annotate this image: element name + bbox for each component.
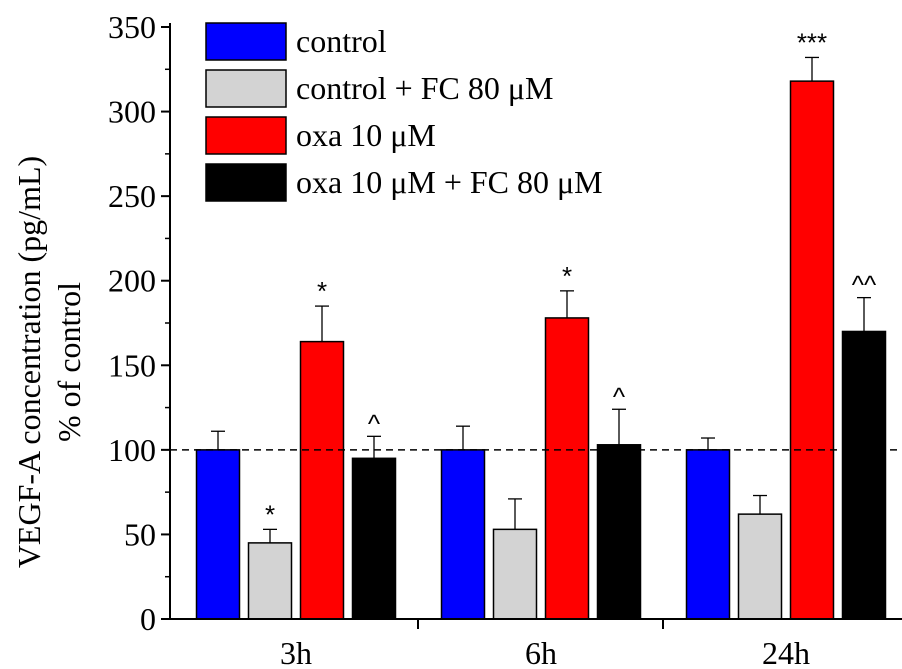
y-tick-label: 200 [108,263,156,299]
significance-label: * [562,261,572,291]
bar [299,340,345,620]
y-axis-subtitle: % of control [51,282,87,442]
bar [247,542,293,620]
x-tick-label: 3h [280,635,312,669]
legend-label: control [296,23,387,59]
y-tick-label: 350 [108,9,156,45]
significance-label: ^ [368,408,381,438]
y-tick-label: 300 [108,94,156,130]
y-axis-title: VEGF-A concentration (pg/mL) [11,156,47,568]
bar [685,449,731,620]
y-tick-label: 250 [108,178,156,214]
y-tick-label: 0 [140,601,156,637]
bar [789,80,835,620]
significance-label: *** [797,27,827,57]
bar [351,457,397,620]
y-tick-label: 150 [108,347,156,383]
bar [492,528,538,620]
x-tick-label: 24h [762,635,810,669]
bar [544,317,590,620]
legend-label: oxa 10 μM [296,117,436,153]
bars-layer: ******^^^^ [195,27,887,620]
x-tick-label: 6h [525,635,557,669]
y-tick-label: 100 [108,432,156,468]
axes-layer: 0 50 100 150 200 250 300 350 3h 6h 24h [108,9,902,669]
legend-label: control + FC 80 μM [296,70,553,106]
significance-label: * [265,499,275,529]
bar [737,513,783,620]
legend-swatch [205,69,287,108]
legend: control control + FC 80 μM oxa 10 μM oxa 10… [205,22,603,202]
legend-label: oxa 10 μM + FC 80 μM [296,164,603,200]
legend-swatch [205,163,287,202]
significance-label: * [317,276,327,306]
significance-label: ^^ [852,270,877,300]
bar [841,330,887,620]
significance-label: ^ [613,381,626,411]
legend-swatch [205,22,287,61]
bar [195,449,241,620]
legend-swatch [205,116,287,155]
y-tick-label: 50 [124,516,156,552]
bar [596,444,642,620]
bar [440,449,486,620]
